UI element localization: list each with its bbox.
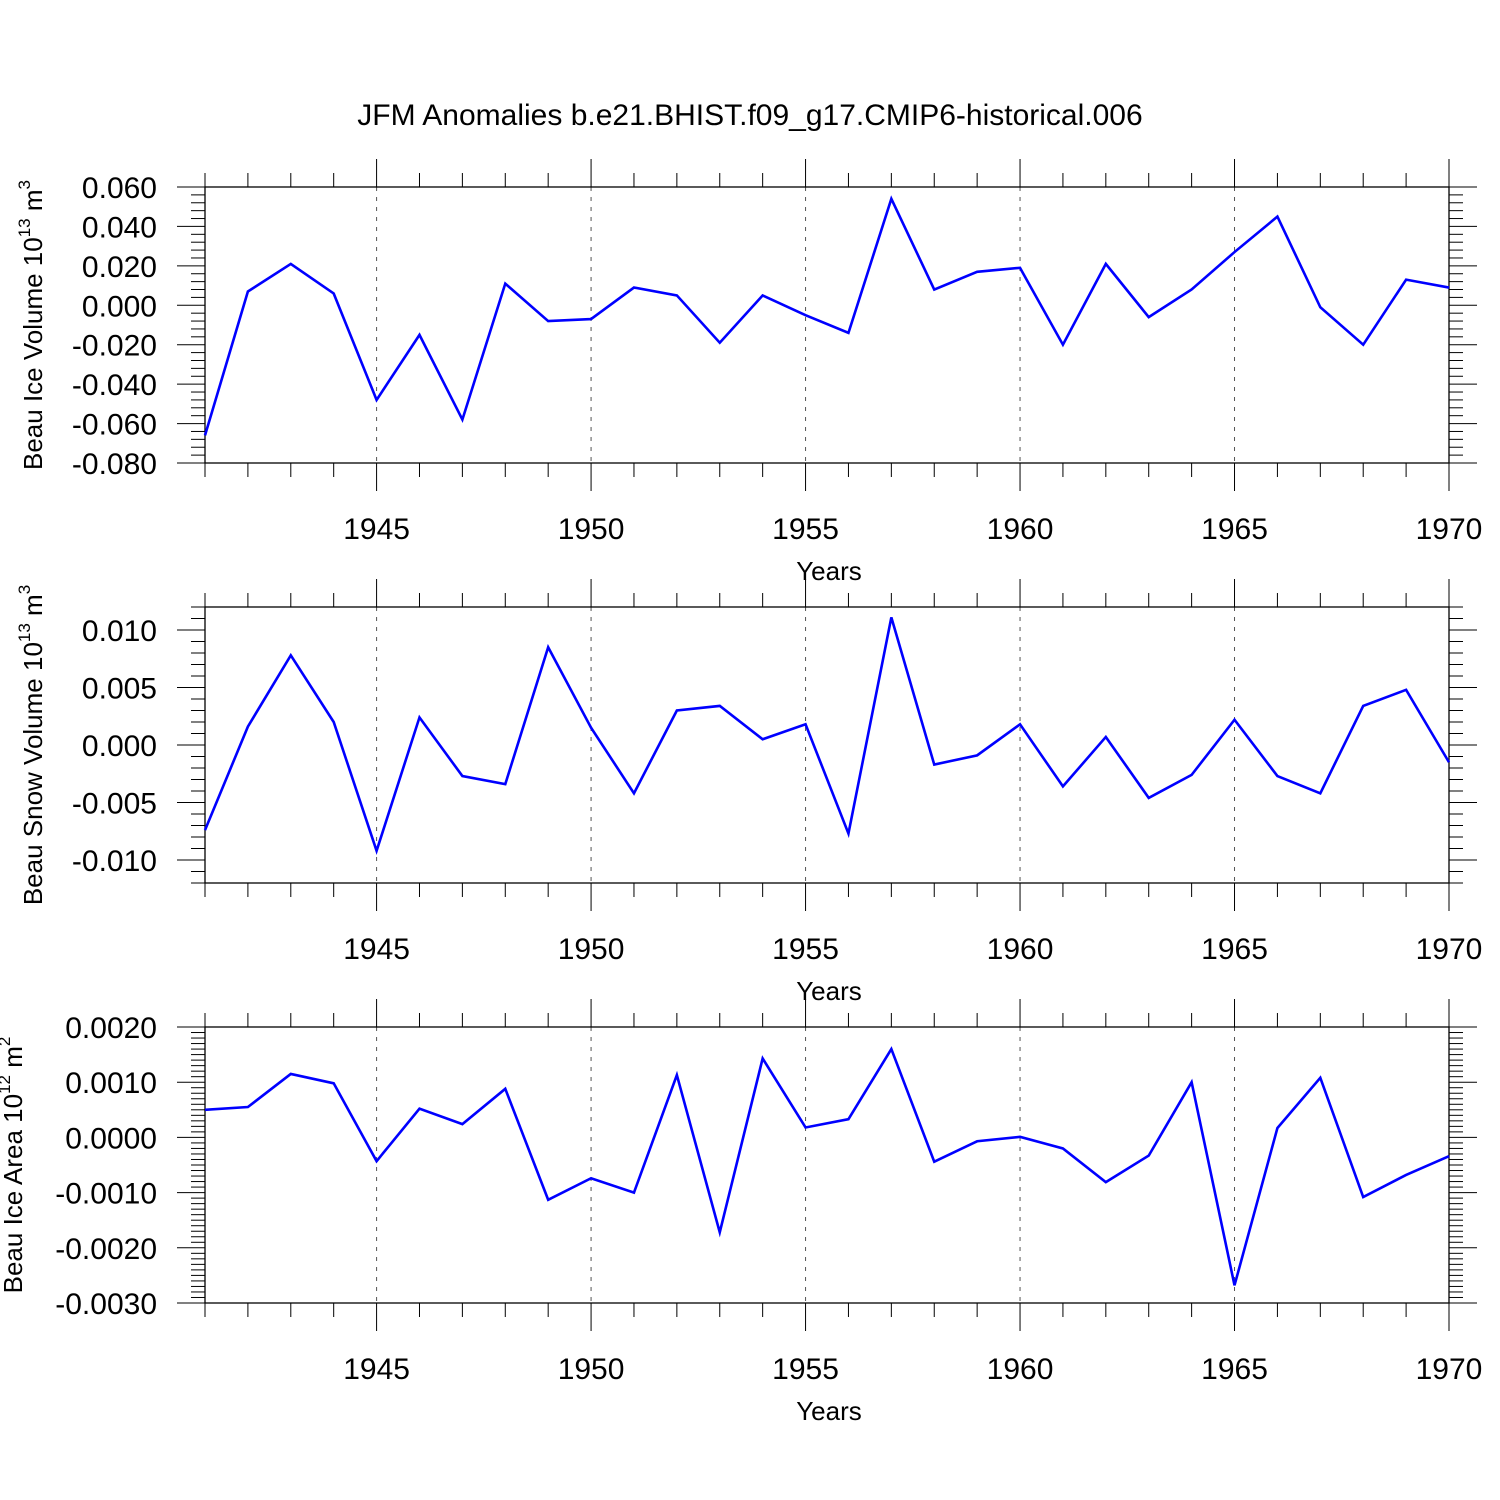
plot-frame (204, 186, 1450, 464)
panels: 1945 1950 1955 1960 1965 1970 Years -0.080 -0.06… (0, 159, 1482, 1426)
series-line-2 (203, 616, 1451, 855)
y-tick-label: 0.000 (82, 730, 157, 763)
y-tick-label: -0.060 (72, 409, 157, 442)
y-tick-label: 0.000 (82, 290, 157, 323)
y-axis-label-exponent: 13 (15, 218, 34, 237)
y-axis-label: Beau Ice Volume 1013 m3 (15, 180, 48, 470)
panel-1: 1945 1950 1955 1960 1965 1970 Years -0.080 -0.06… (15, 159, 1482, 586)
x-tick-label-1945: 1945 (343, 513, 410, 546)
x-tick-label-1950: 1950 (558, 513, 625, 546)
x-tick-label-1955: 1955 (772, 513, 839, 546)
y-tick-label: -0.005 (72, 788, 157, 821)
figure-title: JFM Anomalies b.e21.BHIST.f09_g17.CMIP6-… (357, 99, 1142, 132)
plot-frame (204, 1026, 1450, 1304)
y-tick-label: -0.020 (72, 330, 157, 363)
y-tick-label: -0.0030 (55, 1288, 157, 1321)
y-tick-label: 0.0020 (65, 1012, 157, 1045)
x-tick-label-1960: 1960 (987, 1353, 1054, 1386)
plot-frame (204, 606, 1450, 884)
y-tick-label: -0.0010 (55, 1178, 157, 1211)
x-tick-label-1960: 1960 (987, 933, 1054, 966)
y-tick-label: -0.010 (72, 845, 157, 878)
y-tick-label: 0.005 (82, 673, 157, 706)
x-tick-label-1955: 1955 (772, 933, 839, 966)
x-axis-label: Years (796, 1396, 862, 1426)
y-tick-label: 0.040 (82, 211, 157, 244)
x-tick-label-1945: 1945 (343, 933, 410, 966)
panel-3: 1945 1950 1955 1960 1965 1970 Years -0.0030 -0.0… (0, 999, 1482, 1426)
y-axis-label-unit-exponent: 3 (15, 585, 34, 594)
y-axis-label-text: Beau Snow Volume 10 (18, 642, 48, 905)
y-axis-label-unit-exponent: 2 (0, 1037, 14, 1046)
series-line-3 (204, 1046, 1450, 1286)
y-axis-label-unit: m (18, 189, 48, 218)
x-axis-label: Years (796, 976, 862, 1006)
y-tick-label: -0.040 (72, 369, 157, 402)
x-tick-label-1960: 1960 (987, 513, 1054, 546)
x-axis-label: Years (796, 556, 862, 586)
panel-2: 1945 1950 1955 1960 1965 1970 Years -0.010 -0.00… (15, 579, 1482, 1006)
y-tick-label: -0.080 (72, 448, 157, 481)
y-axis-label-exponent: 13 (15, 623, 34, 642)
x-tick-label-1965: 1965 (1201, 1353, 1268, 1386)
series-line-1 (203, 195, 1450, 436)
y-axis-label-text: Beau Ice Area 10 (0, 1094, 28, 1293)
x-tick-label-1945: 1945 (343, 1353, 410, 1386)
y-tick-label: 0.010 (82, 615, 157, 648)
x-tick-label-1965: 1965 (1201, 513, 1268, 546)
x-tick-label-1970: 1970 (1416, 513, 1483, 546)
y-axis-label-text: Beau Ice Volume 10 (18, 237, 48, 470)
y-axis-label: Beau Snow Volume 1013 m3 (15, 585, 48, 905)
y-axis-label-exponent: 12 (0, 1075, 14, 1094)
y-tick-label: 0.0010 (65, 1067, 157, 1100)
y-axis-label-unit-exponent: 3 (15, 180, 34, 189)
x-tick-label-1950: 1950 (558, 1353, 625, 1386)
x-tick-label-1970: 1970 (1416, 1353, 1483, 1386)
y-tick-label: 0.0000 (65, 1122, 157, 1155)
x-tick-label-1970: 1970 (1416, 933, 1483, 966)
y-tick-label: -0.0020 (55, 1233, 157, 1266)
y-tick-label: 0.020 (82, 251, 157, 284)
x-tick-label-1965: 1965 (1201, 933, 1268, 966)
x-tick-label-1950: 1950 (558, 933, 625, 966)
y-axis-label: Beau Ice Area 1012 m2 (0, 1037, 28, 1294)
y-axis-label-unit: m (18, 594, 48, 623)
y-axis-label-unit: m (0, 1046, 28, 1075)
y-tick-label: 0.060 (82, 172, 157, 205)
x-tick-label-1955: 1955 (772, 1353, 839, 1386)
